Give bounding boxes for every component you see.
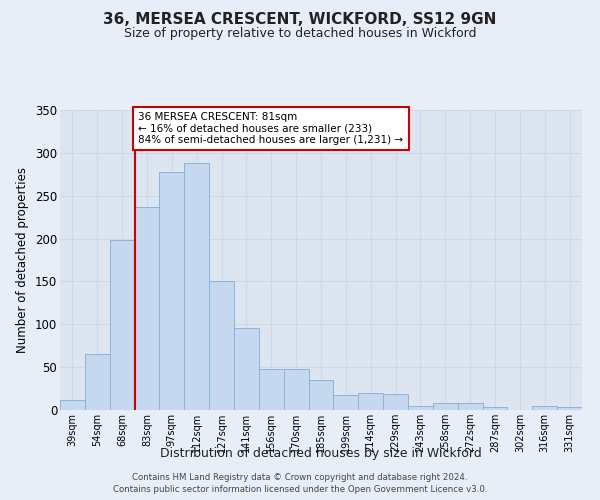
Bar — [433, 403, 458, 410]
Bar — [60, 400, 85, 410]
Bar — [458, 403, 482, 410]
Bar — [482, 406, 508, 410]
Text: Size of property relative to detached houses in Wickford: Size of property relative to detached ho… — [124, 28, 476, 40]
Y-axis label: Number of detached properties: Number of detached properties — [16, 167, 29, 353]
Bar — [160, 172, 184, 410]
Bar — [85, 354, 110, 410]
Text: 36 MERSEA CRESCENT: 81sqm
← 16% of detached houses are smaller (233)
84% of semi: 36 MERSEA CRESCENT: 81sqm ← 16% of detac… — [139, 112, 403, 145]
Text: Contains public sector information licensed under the Open Government Licence v3: Contains public sector information licen… — [113, 485, 487, 494]
Bar — [184, 163, 209, 410]
Bar — [383, 394, 408, 410]
Bar — [234, 328, 259, 410]
Bar — [532, 406, 557, 410]
Text: Distribution of detached houses by size in Wickford: Distribution of detached houses by size … — [160, 448, 482, 460]
Bar — [308, 380, 334, 410]
Bar — [259, 369, 284, 410]
Bar — [358, 393, 383, 410]
Bar — [408, 406, 433, 410]
Text: Contains HM Land Registry data © Crown copyright and database right 2024.: Contains HM Land Registry data © Crown c… — [132, 472, 468, 482]
Bar — [284, 369, 308, 410]
Bar — [134, 207, 160, 410]
Bar — [557, 406, 582, 410]
Bar — [110, 240, 134, 410]
Bar — [209, 282, 234, 410]
Text: 36, MERSEA CRESCENT, WICKFORD, SS12 9GN: 36, MERSEA CRESCENT, WICKFORD, SS12 9GN — [103, 12, 497, 28]
Bar — [334, 396, 358, 410]
